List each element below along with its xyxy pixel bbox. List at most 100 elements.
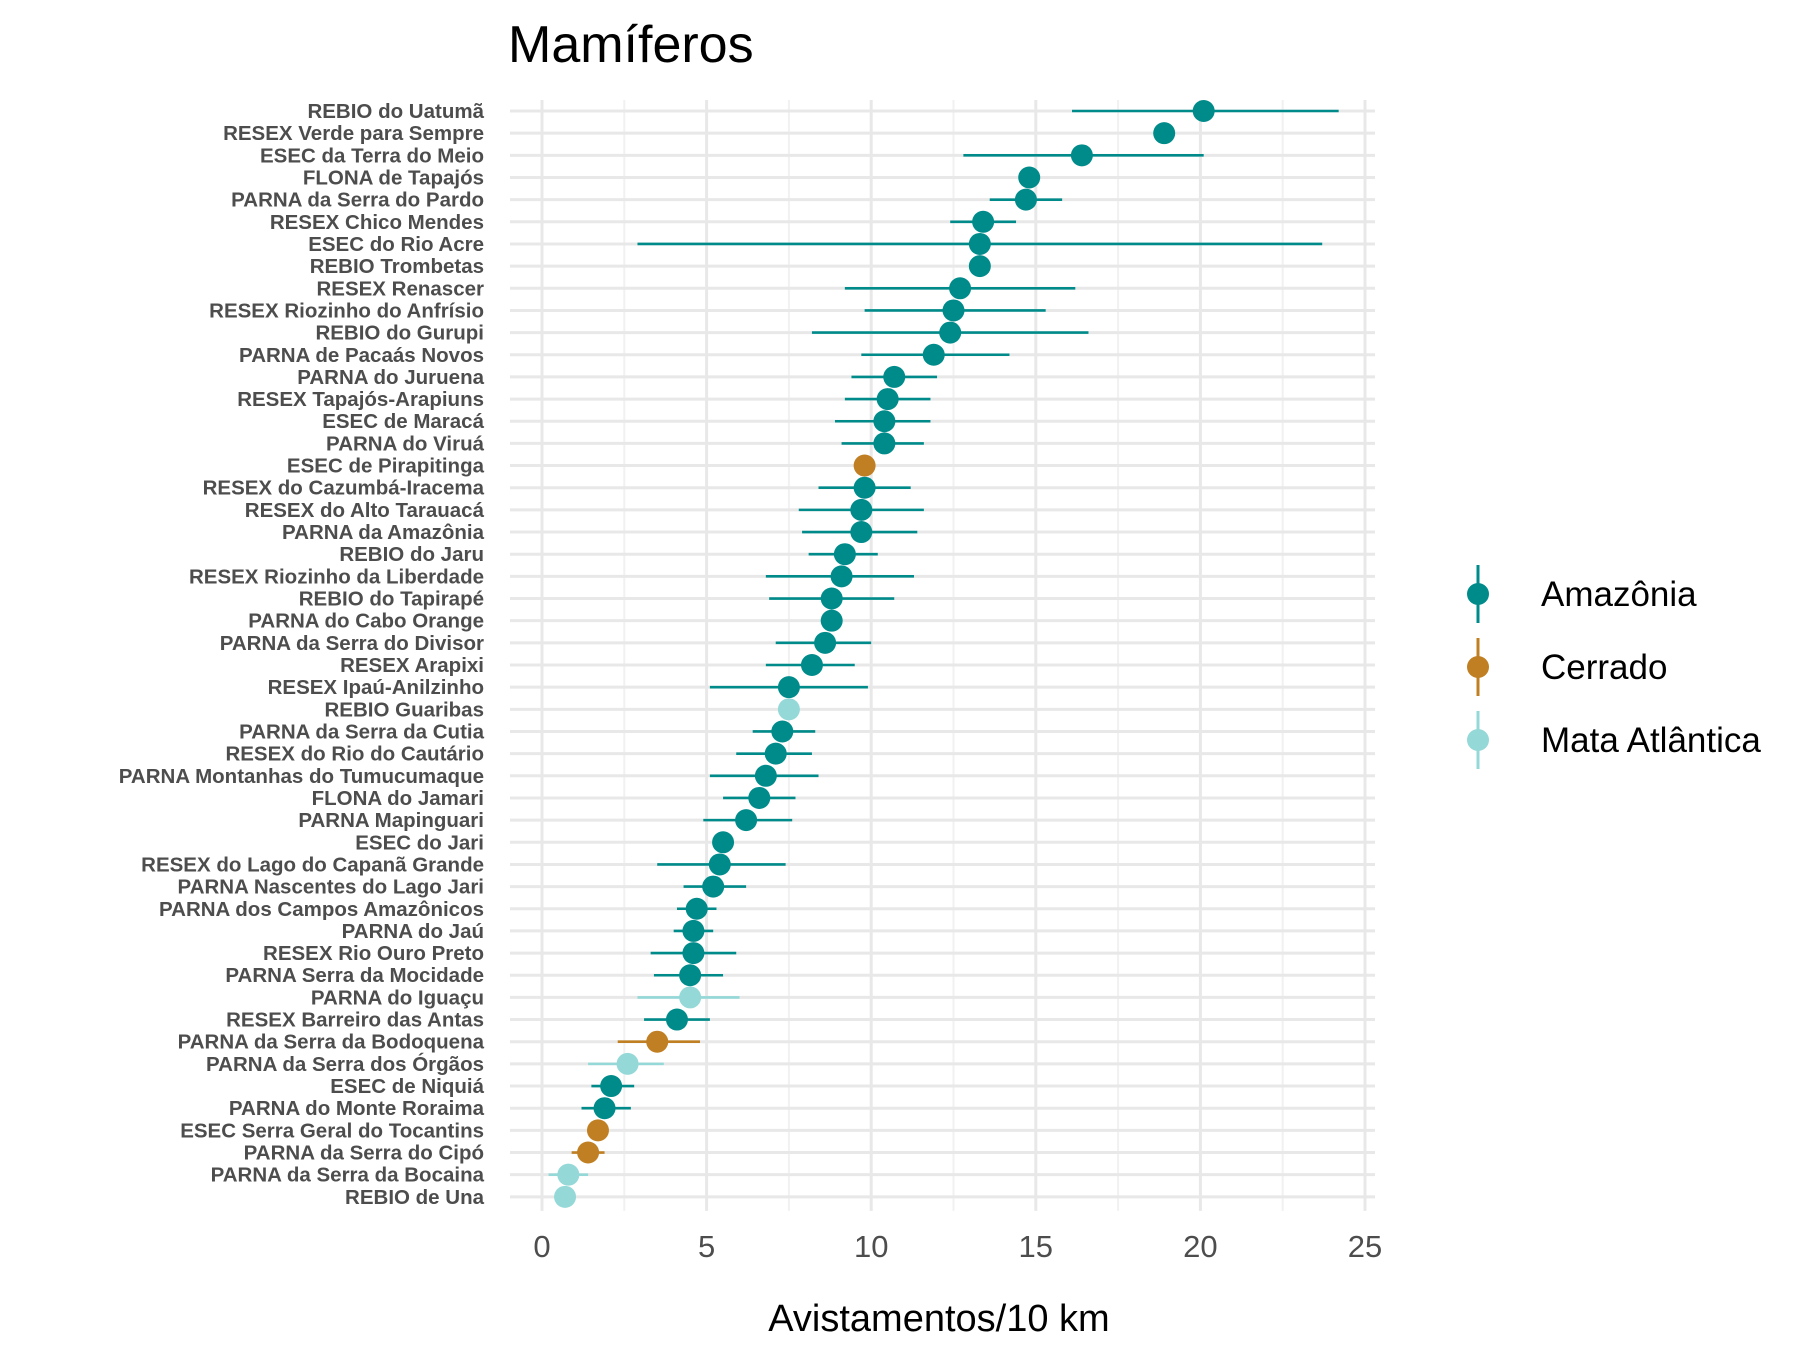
y-tick-label: ESEC de Maracá [322,410,484,433]
data-point [754,764,777,787]
chart-title: Mamíferos [508,16,754,74]
data-point [646,1030,669,1053]
data-point [712,831,735,854]
y-tick-label: REBIO do Jaru [339,543,484,566]
y-tick-label: RESEX Renascer [316,277,484,300]
y-tick-label: PARNA de Pacaás Novos [239,344,484,367]
y-tick-label: RESEX Barreiro das Antas [226,1009,484,1032]
y-tick-label: PARNA Montanhas do Tumucumaque [119,765,484,788]
data-point [1018,166,1041,189]
data-point [702,875,725,898]
y-tick-label: ESEC do Rio Acre [308,233,484,256]
data-point [922,343,945,366]
y-tick-label: PARNA da Serra do Pardo [231,189,484,212]
data-point [708,853,731,876]
data-point [942,299,965,322]
data-point [883,365,906,388]
x-tick-label: 10 [854,1229,888,1264]
data-point [682,942,705,965]
y-tick-label: PARNA Serra da Mocidade [225,964,484,987]
data-point [777,676,800,699]
data-point [850,521,873,544]
legend-label: Mata Atlântica [1541,721,1761,760]
grid [510,100,1375,1211]
data-point [586,1119,609,1142]
y-tick-label: PARNA do Juruena [297,366,484,389]
data-point [939,321,962,344]
y-tick-label: FLONA do Jamari [312,787,484,810]
data-point [764,742,787,765]
legend-item: Amazônia [1467,565,1697,623]
y-tick-label: RESEX Ipaú-Anilzinho [268,676,484,699]
y-tick-label: PARNA dos Campos Amazônicos [159,898,484,921]
data-point [800,654,823,676]
data-point [850,498,873,521]
y-tick-label: REBIO do Gurupi [315,322,484,345]
x-axis-title: Avistamentos/10 km [768,1298,1109,1340]
y-tick-label: PARNA da Serra da Bodoquena [178,1031,485,1054]
y-tick-label: RESEX do Cazumbá-Iracema [203,477,485,500]
data-point [593,1097,616,1120]
x-tick-label: 25 [1348,1229,1382,1264]
x-tick-label: 15 [1019,1229,1053,1264]
legend: Amazônia Cerrado Mata Atlântica [1467,565,1761,769]
data-point [873,432,896,455]
legend-item: Mata Atlântica [1467,711,1761,769]
data-point [814,631,837,654]
y-tick-label: PARNA do Monte Roraima [229,1097,485,1120]
data-point [600,1075,623,1098]
data-point [748,786,771,809]
data-point [1070,144,1093,167]
y-tick-label: RESEX Tapajós-Arapiuns [237,388,484,411]
y-tick-label: RESEX do Lago do Capanã Grande [141,853,484,876]
data-point [830,565,853,588]
legend-key-point [1467,656,1489,678]
legend-label: Cerrado [1541,648,1667,687]
data-point [873,410,896,433]
y-tick-label: PARNA da Serra da Cutia [239,720,485,743]
data-point [665,1008,688,1031]
data-points [554,100,1215,1208]
y-tick-label: REBIO Guaribas [325,698,485,721]
y-tick-label: RESEX Verde para Sempre [223,122,484,145]
y-tick-label: PARNA da Serra da Bocaina [211,1164,485,1187]
data-point [771,720,794,743]
y-tick-label: ESEC de Pirapitinga [287,455,485,478]
y-tick-label: ESEC da Terra do Meio [260,144,484,167]
x-tick-label: 5 [698,1229,715,1264]
data-point [554,1185,577,1208]
y-tick-label: PARNA da Serra dos Órgãos [206,1052,484,1076]
x-tick-label: 20 [1183,1229,1217,1264]
data-point [577,1141,600,1164]
data-point [1014,188,1037,211]
x-axis-ticks: 0 5 10 15 20 25 [533,1229,1382,1264]
data-point [777,698,800,721]
y-tick-label: RESEX Arapixi [340,654,484,677]
legend-key-point [1467,583,1489,605]
y-tick-label: RESEX Rio Ouro Preto [263,942,484,965]
data-point [833,543,856,566]
data-point [949,277,972,300]
data-point [685,897,708,920]
y-tick-label: RESEX Riozinho da Liberdade [189,565,484,588]
y-tick-label: RESEX Riozinho do Anfrísio [209,299,484,322]
y-tick-label: FLONA de Tapajós [303,166,484,189]
y-tick-label: RESEX Chico Mendes [270,211,484,234]
y-tick-label: PARNA do Cabo Orange [248,610,484,633]
y-tick-label: PARNA Mapinguari [298,809,484,832]
y-tick-label: REBIO do Uatumã [307,100,484,123]
y-tick-label: PARNA do Iguaçu [311,986,484,1009]
y-tick-label: ESEC de Niquiá [330,1075,484,1098]
y-tick-label: PARNA do Viruá [326,432,485,455]
data-point [820,609,843,632]
data-point [968,255,991,278]
data-point [679,986,702,1009]
data-point [876,388,899,411]
y-tick-label: ESEC do Jari [355,831,484,854]
data-point [735,809,758,832]
y-tick-label: PARNA da Serra do Cipó [244,1142,484,1165]
